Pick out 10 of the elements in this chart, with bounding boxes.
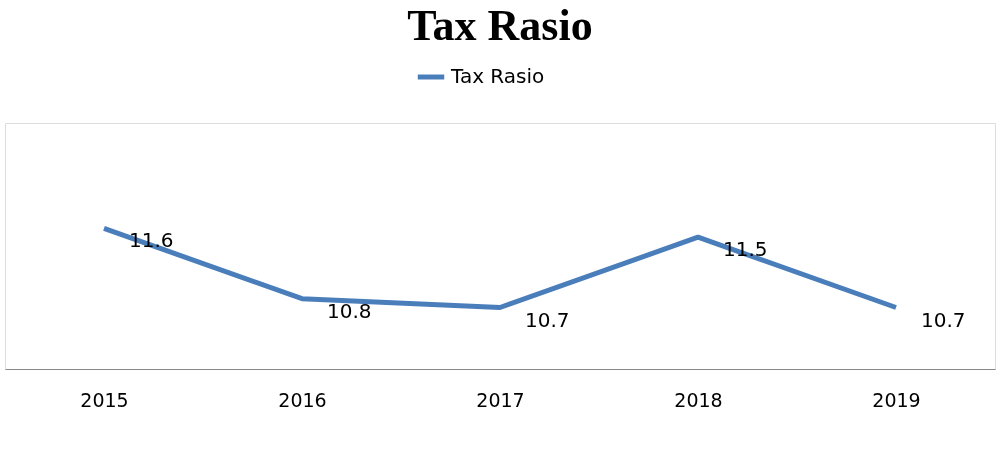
legend-label: Tax Rasio	[450, 64, 545, 88]
chart-title: Tax Rasio	[407, 1, 593, 50]
data-label: 10.7	[525, 307, 570, 332]
x-tick-label: 2018	[674, 388, 723, 411]
x-tick-label: 2015	[80, 388, 129, 411]
x-tick-label: 2017	[476, 388, 525, 411]
x-tick-label: 2016	[278, 388, 327, 411]
data-label: 10.7	[921, 307, 966, 332]
data-label: 10.8	[327, 298, 372, 323]
x-tick-label: 2019	[872, 388, 921, 411]
